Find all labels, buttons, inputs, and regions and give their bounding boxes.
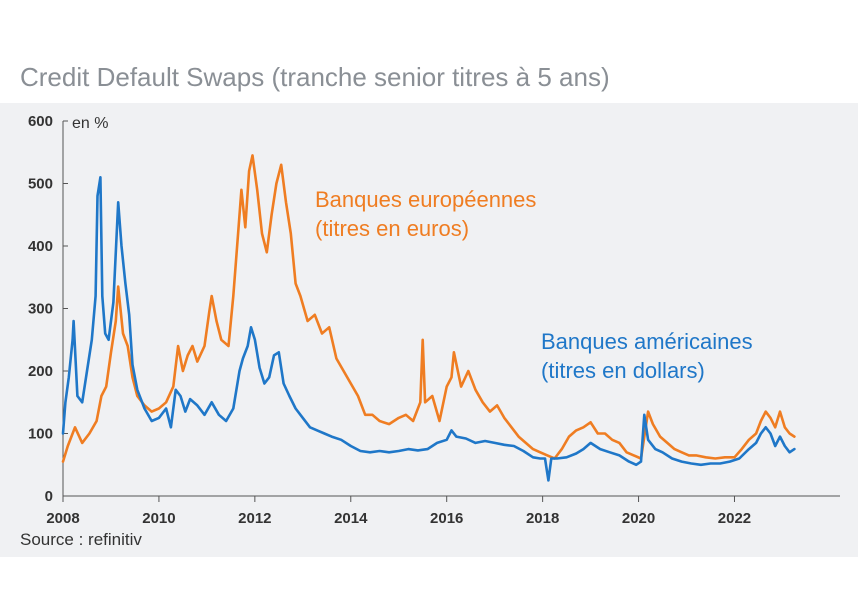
x-tick-label-2010: 2010 bbox=[142, 510, 175, 527]
x-tick-label-2022: 2022 bbox=[718, 510, 751, 527]
series-label-us: Banques américaines bbox=[541, 329, 753, 354]
y-tick-label-200: 200 bbox=[28, 363, 53, 380]
x-tick-label-2020: 2020 bbox=[622, 510, 655, 527]
series-label-europe-sub: (titres en euros) bbox=[315, 216, 469, 241]
y-tick-label-500: 500 bbox=[28, 176, 53, 193]
y-tick-label-300: 300 bbox=[28, 301, 53, 318]
x-tick-label-2014: 2014 bbox=[334, 510, 368, 527]
line-chart: 0 100 200 300 400 500 600 2008 2010 2012 2014 2016… bbox=[28, 113, 840, 527]
y-tick-label-400: 400 bbox=[28, 238, 53, 255]
series-line-europe bbox=[61, 154, 796, 463]
plot-panel: 0 100 200 300 400 500 600 2008 2010 2012 2014 2016… bbox=[0, 103, 858, 557]
y-tick-label-600: 600 bbox=[28, 113, 53, 130]
x-axis: 2008 2010 2012 2014 2016 2018 2020 2022 bbox=[46, 495, 840, 527]
x-tick-label-2016: 2016 bbox=[430, 510, 463, 527]
x-tick-label-2018: 2018 bbox=[526, 510, 559, 527]
series-lines bbox=[61, 154, 796, 482]
x-tick-label-2012: 2012 bbox=[238, 510, 271, 527]
series-line-us bbox=[61, 176, 796, 482]
y-tick-label-0: 0 bbox=[45, 488, 53, 505]
series-label-us-sub: (titres en dollars) bbox=[541, 358, 705, 383]
y-axis: 0 100 200 300 400 500 600 bbox=[28, 113, 68, 505]
y-axis-unit-label: en % bbox=[72, 115, 108, 132]
source-label: Source : refinitiv bbox=[20, 530, 142, 549]
x-tick-label-2008: 2008 bbox=[46, 510, 79, 527]
chart-title: Credit Default Swaps (tranche senior tit… bbox=[20, 62, 610, 92]
y-tick-label-100: 100 bbox=[28, 426, 53, 443]
series-label-europe: Banques européennes bbox=[315, 187, 536, 212]
